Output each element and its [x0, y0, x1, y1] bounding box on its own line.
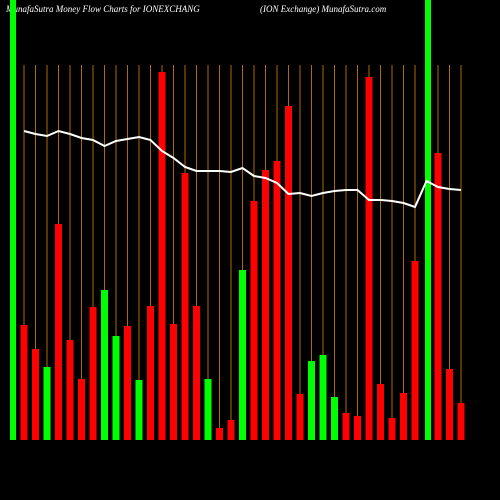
bar — [43, 367, 51, 440]
bar — [319, 355, 327, 440]
bar — [66, 340, 74, 440]
bar — [20, 325, 28, 440]
bar — [227, 420, 235, 440]
bar — [377, 384, 384, 440]
bar — [285, 106, 292, 440]
bar — [262, 170, 269, 440]
bar — [32, 349, 39, 440]
bar — [55, 224, 62, 440]
bar — [411, 261, 419, 440]
chart-subtitle: (ION Exchange) MunafaSutra.com — [260, 4, 387, 14]
bar — [147, 306, 154, 440]
bar — [365, 77, 373, 440]
bar — [434, 153, 442, 440]
bar — [273, 161, 281, 440]
bar — [296, 394, 304, 440]
bar — [158, 72, 166, 440]
bar — [124, 326, 131, 440]
bar — [331, 397, 338, 440]
chart-title: MunafaSutra Money Flow Charts for IONEXC… — [5, 4, 200, 14]
highlight — [10, 0, 16, 440]
bar — [342, 413, 350, 440]
bar — [193, 306, 200, 440]
bar — [400, 393, 407, 440]
bar — [446, 369, 453, 440]
highlight — [425, 0, 431, 440]
bar — [388, 418, 396, 440]
bar — [204, 379, 212, 440]
bar — [181, 173, 189, 440]
bar — [250, 201, 258, 440]
line — [23, 129, 462, 209]
bar — [170, 324, 177, 440]
bar — [216, 428, 223, 440]
bar — [239, 270, 246, 440]
bar — [308, 361, 315, 440]
bar — [135, 380, 143, 440]
bar — [101, 290, 108, 440]
bar — [112, 336, 120, 440]
bar — [354, 416, 361, 440]
bar — [457, 403, 465, 440]
bar — [89, 307, 97, 440]
bar — [78, 379, 85, 440]
